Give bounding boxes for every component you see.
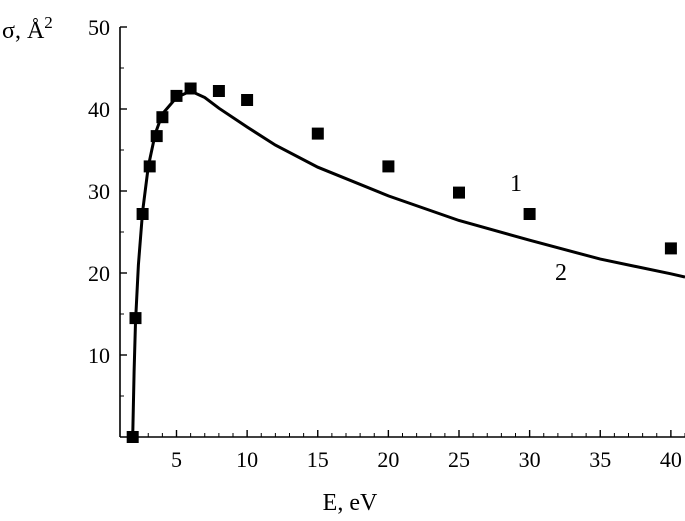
x-tick-label-20: 20 [377, 447, 399, 472]
y-tick-label-30: 30 [88, 179, 110, 204]
series-label-2: 2 [555, 260, 567, 286]
y-tick-label-40: 40 [88, 97, 110, 122]
series-label-1: 1 [510, 171, 522, 197]
series-1-point-12 [453, 186, 465, 199]
x-tick-label-40: 40 [660, 447, 682, 472]
x-axis-title: E, eV [323, 490, 378, 516]
y-axis-title-main: σ, Å [2, 18, 45, 44]
y-tick-label-20: 20 [88, 261, 110, 286]
series-1-point-10 [311, 127, 324, 140]
x-tick-label-5: 5 [171, 447, 182, 472]
series-1-point-11 [382, 160, 395, 173]
y-axis-title: σ, Å2 [2, 13, 53, 44]
series-layer [126, 82, 685, 443]
x-tick-label-15: 15 [307, 447, 329, 472]
series-1-point-13 [523, 208, 536, 220]
y-ticks: 10 20 30 40 50 [88, 15, 127, 397]
x-tick-label-30: 30 [519, 447, 541, 472]
x-tick-label-25: 25 [448, 447, 470, 472]
y-tick-label-50: 50 [88, 15, 110, 40]
x-tick-label-10: 10 [236, 447, 258, 472]
x-ticks: 5 10 15 20 25 30 35 40 [119, 430, 685, 472]
series-1-point-9 [241, 94, 254, 106]
y-axis-title-superscript: 2 [44, 13, 53, 32]
series-1-point-8 [212, 85, 225, 97]
series-2-curve [131, 89, 685, 438]
y-tick-label-10: 10 [88, 343, 110, 368]
x-tick-label-35: 35 [589, 447, 611, 472]
series-1-point-14 [664, 242, 677, 255]
